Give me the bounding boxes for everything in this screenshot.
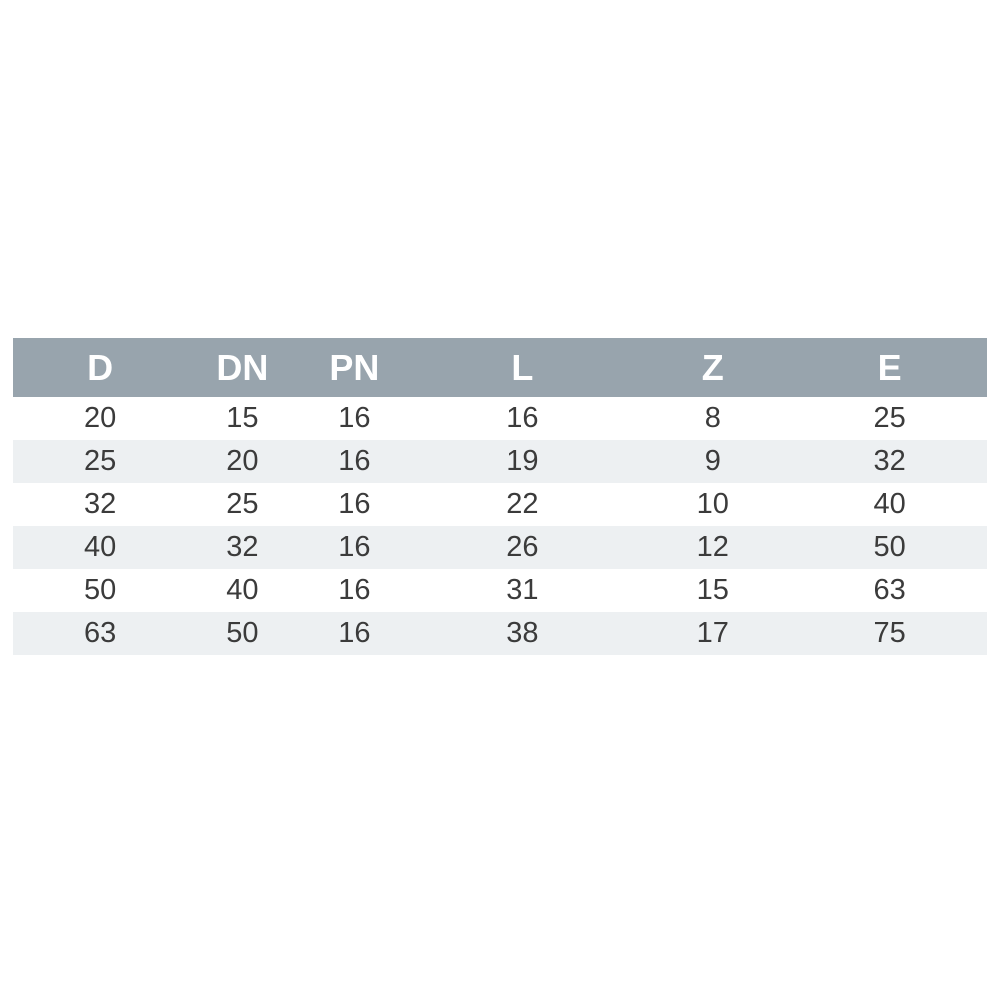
- table-cell: 40: [873, 488, 906, 520]
- column-header-d: D: [13, 338, 188, 397]
- column-header-pn: PN: [297, 338, 412, 397]
- table-cell: 50: [226, 617, 259, 649]
- table-cell: 63: [84, 617, 117, 649]
- table-cell: 75: [873, 617, 906, 649]
- table-cell: 32: [873, 445, 906, 477]
- table-cell: 16: [338, 402, 371, 434]
- table-cell: 20: [226, 445, 259, 477]
- table-cell: 20: [84, 402, 117, 434]
- table-cell: 15: [696, 574, 729, 606]
- table-row: 63 50 16 38 17 75: [13, 612, 987, 655]
- table-cell: 8: [704, 402, 721, 434]
- column-header-e: E: [792, 338, 987, 397]
- table-cell: 16: [338, 574, 371, 606]
- table-row: 25 20 16 19 9 32: [13, 440, 987, 483]
- column-header-z: Z: [633, 338, 793, 397]
- table-cell: 16: [338, 488, 371, 520]
- column-header-l: L: [411, 338, 634, 397]
- table-cell: 25: [226, 488, 259, 520]
- table-row: 32 25 16 22 10 40: [13, 483, 987, 526]
- column-header-dn: DN: [187, 338, 298, 397]
- table-cell: 38: [506, 617, 539, 649]
- table-row: 40 32 16 26 12 50: [13, 526, 987, 569]
- table-row: 20 15 16 16 8 25: [13, 397, 987, 440]
- table-cell: 10: [696, 488, 729, 520]
- table-cell: 32: [226, 531, 259, 563]
- table-cell: 25: [84, 445, 117, 477]
- table-header: D DN PN L Z E: [13, 338, 987, 397]
- table-cell: 16: [506, 402, 539, 434]
- table-cell: 40: [226, 574, 259, 606]
- table-cell: 31: [506, 574, 539, 606]
- table-cell: 50: [873, 531, 906, 563]
- table-body: 20 15 16 16 8 25 25 20 16 19 9 32 32 25 …: [13, 397, 987, 655]
- table-cell: 15: [226, 402, 259, 434]
- table-cell: 12: [696, 531, 729, 563]
- table-row: 50 40 16 31 15 63: [13, 569, 987, 612]
- table-cell: 22: [506, 488, 539, 520]
- table-cell: 19: [506, 445, 539, 477]
- header-row: D DN PN L Z E: [13, 338, 987, 397]
- table-cell: 40: [84, 531, 117, 563]
- table-cell: 16: [338, 445, 371, 477]
- table-cell: 32: [84, 488, 117, 520]
- table-cell: 25: [873, 402, 906, 434]
- table-cell: 9: [704, 445, 721, 477]
- table-cell: 26: [506, 531, 539, 563]
- table-cell: 16: [338, 617, 371, 649]
- table-cell: 17: [696, 617, 729, 649]
- table-cell: 50: [84, 574, 117, 606]
- table-cell: 16: [338, 531, 371, 563]
- dimensions-table: D DN PN L Z E 20 15 16 16 8 25 25 20 16 …: [13, 338, 987, 655]
- table-cell: 63: [873, 574, 906, 606]
